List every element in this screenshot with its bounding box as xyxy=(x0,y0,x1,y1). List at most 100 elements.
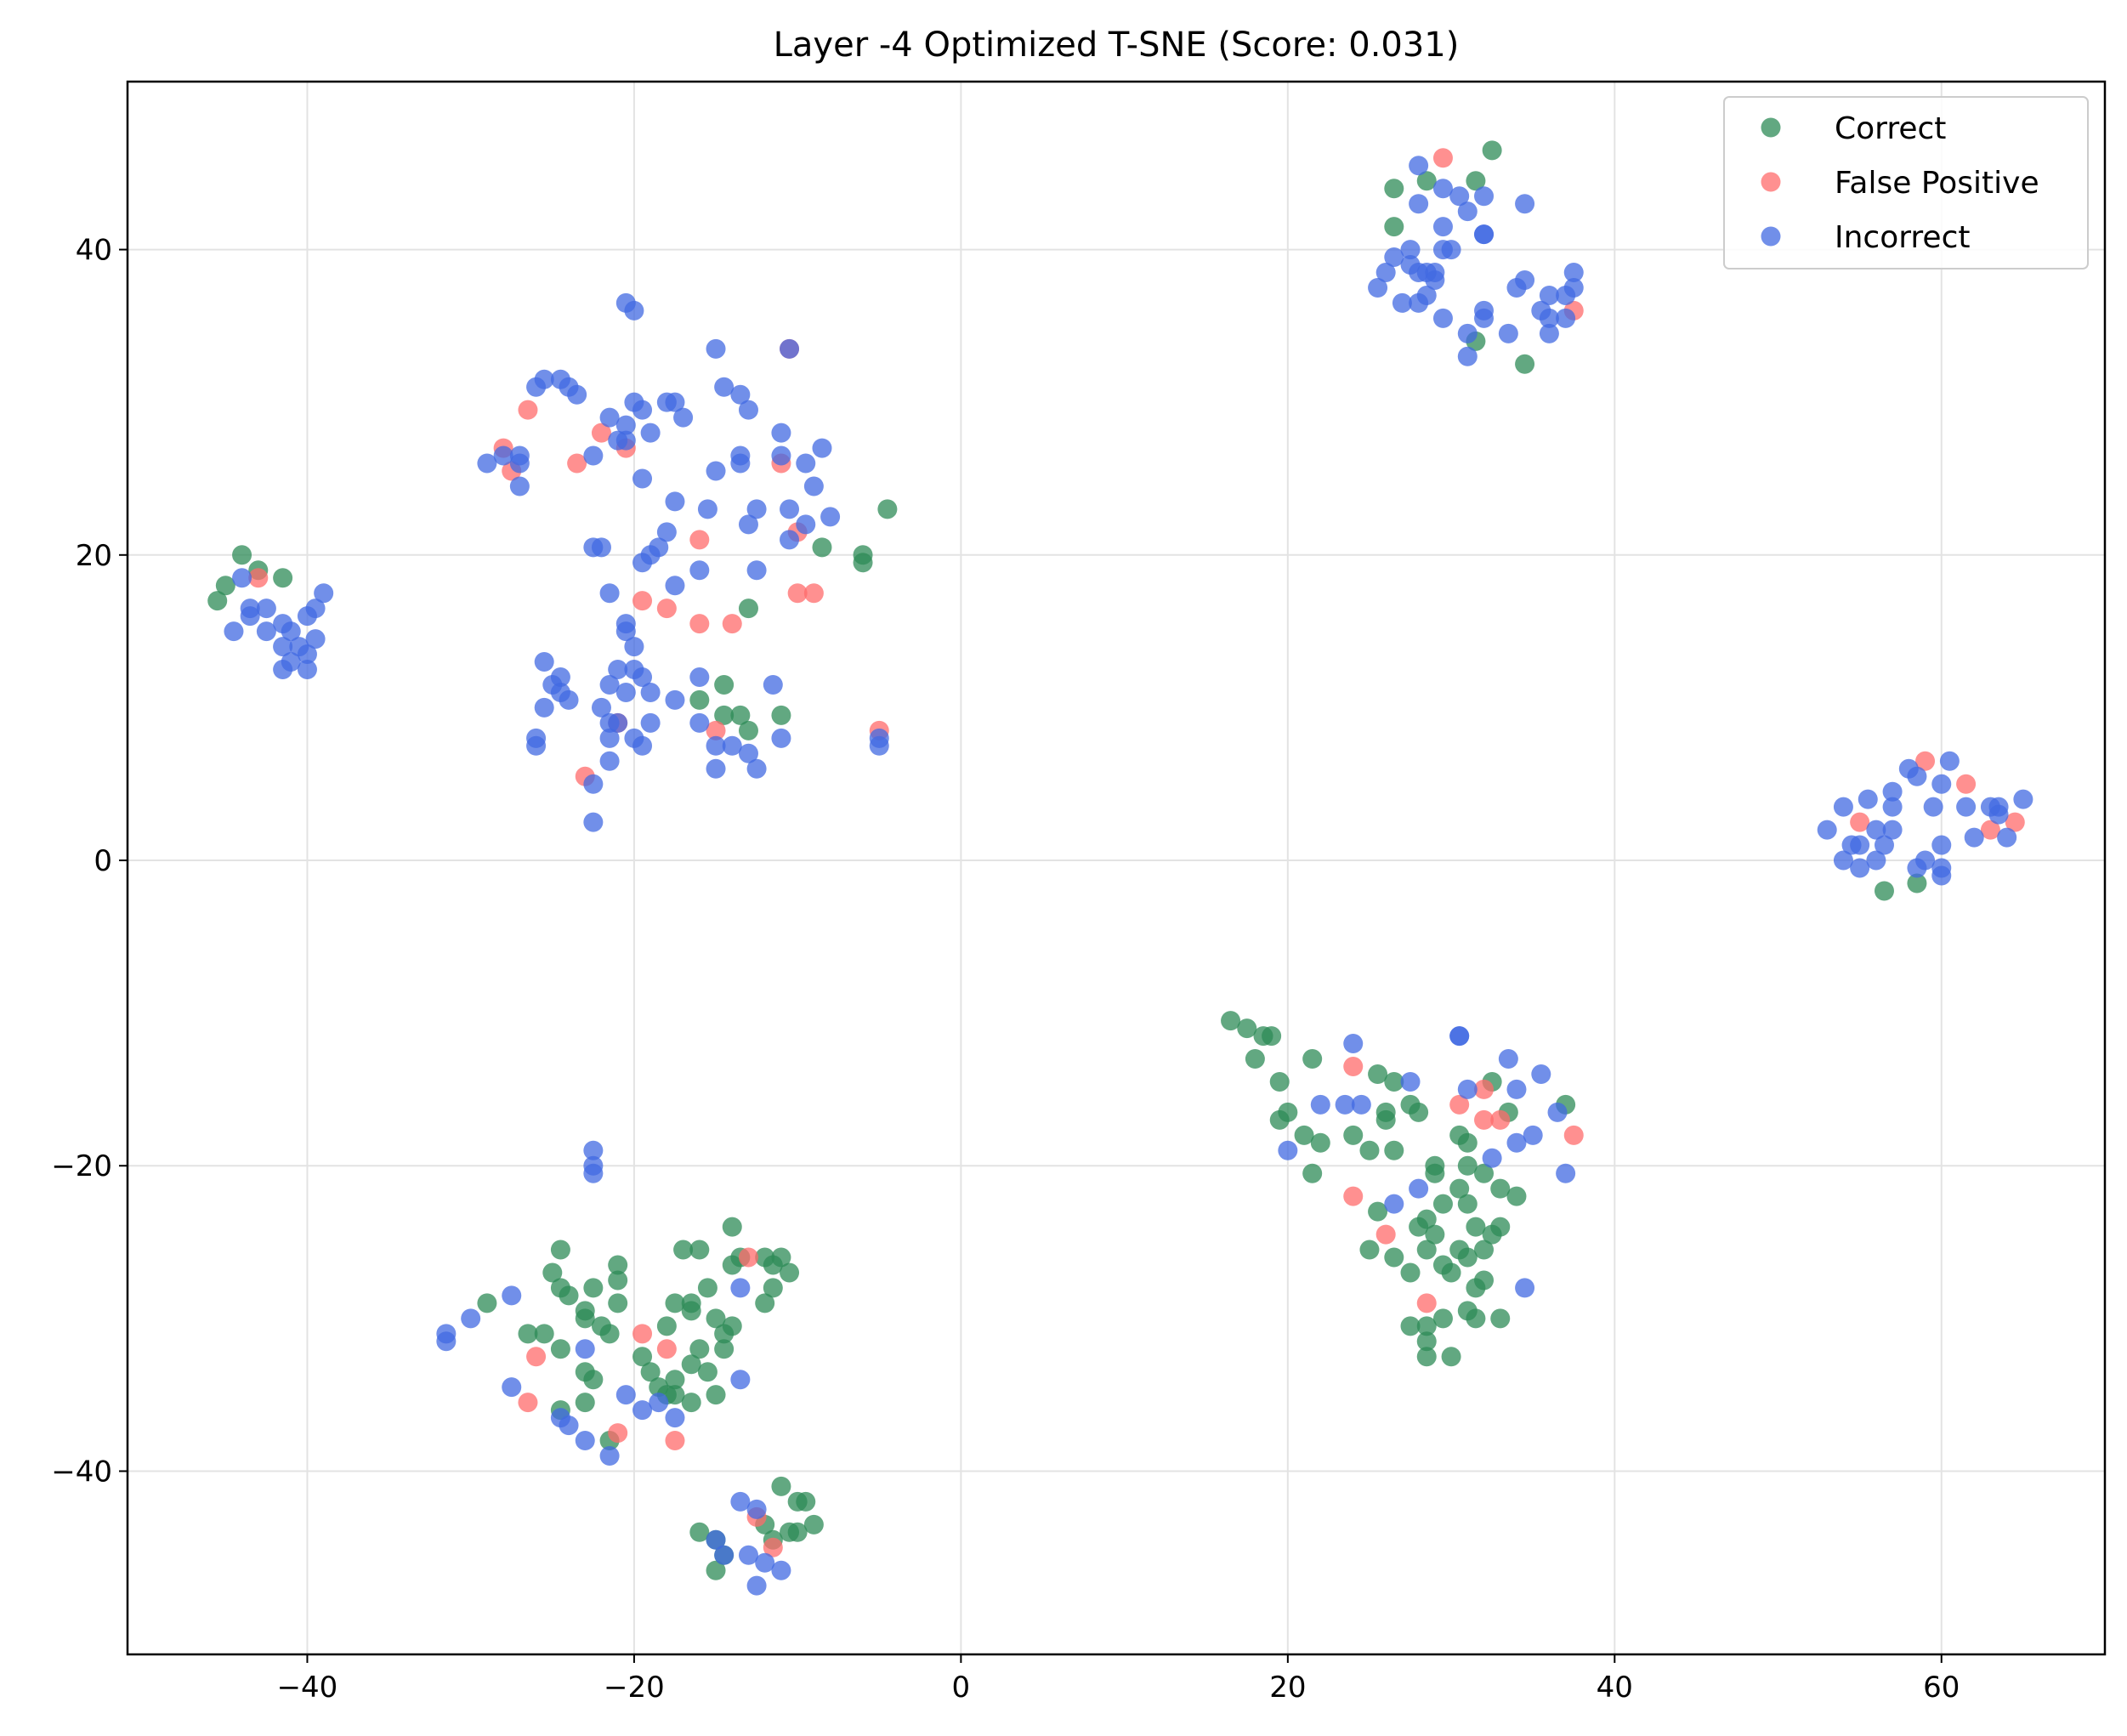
scatter-point xyxy=(550,1240,570,1260)
scatter-point xyxy=(305,599,326,619)
scatter-point xyxy=(1416,1293,1437,1313)
scatter-point xyxy=(215,576,235,596)
scatter-point xyxy=(1882,781,1903,802)
scatter-point xyxy=(1547,1102,1568,1122)
scatter-point xyxy=(689,530,710,550)
scatter-point xyxy=(706,1308,726,1329)
scatter-point xyxy=(502,1285,522,1306)
scatter-point xyxy=(1269,1071,1290,1092)
scatter-point xyxy=(1563,263,1584,283)
scatter-point xyxy=(1384,1071,1404,1092)
scatter-point xyxy=(714,674,735,695)
scatter-point xyxy=(1432,148,1453,168)
scatter-point xyxy=(1384,1194,1404,1214)
scatter-point xyxy=(1425,1224,1445,1245)
scatter-point xyxy=(787,1491,808,1512)
scatter-point xyxy=(722,1316,742,1336)
scatter-point xyxy=(256,599,276,619)
scatter-point xyxy=(665,1408,685,1428)
scatter-point xyxy=(256,621,276,642)
scatter-point xyxy=(640,712,661,733)
scatter-point xyxy=(1457,323,1478,343)
y-tick-label: 20 xyxy=(76,539,112,573)
scatter-point xyxy=(722,1217,742,1237)
scatter-point xyxy=(787,583,808,604)
scatter-point xyxy=(1221,1011,1241,1031)
scatter-point xyxy=(599,674,620,695)
scatter-point xyxy=(542,1262,563,1283)
scatter-point xyxy=(714,1545,735,1565)
scatter-point xyxy=(697,1278,718,1298)
scatter-point xyxy=(1302,1163,1323,1183)
scatter-point xyxy=(689,667,710,687)
scatter-point xyxy=(1866,820,1886,840)
scatter-point xyxy=(1498,1049,1518,1069)
scatter-point xyxy=(1441,240,1461,260)
scatter-point xyxy=(1425,1163,1445,1183)
scatter-point xyxy=(305,629,326,650)
scatter-point xyxy=(2013,789,2033,809)
scatter-point xyxy=(314,583,334,604)
scatter-point xyxy=(730,705,751,725)
scatter-point xyxy=(780,530,800,550)
scatter-point xyxy=(1375,1224,1396,1245)
scatter-point xyxy=(240,606,260,627)
scatter-point xyxy=(1523,1125,1543,1145)
scatter-point xyxy=(1237,1018,1257,1039)
scatter-point xyxy=(1310,1094,1330,1115)
scatter-point xyxy=(746,758,767,779)
y-tick-label: 0 xyxy=(94,844,112,878)
scatter-point xyxy=(1474,224,1495,245)
scatter-point xyxy=(1882,820,1903,840)
y-tick-label: −20 xyxy=(51,1149,112,1183)
scatter-point xyxy=(567,384,587,405)
scatter-point xyxy=(436,1324,457,1344)
scatter-point xyxy=(1368,1064,1388,1084)
scatter-point xyxy=(1466,1217,1486,1237)
scatter-point xyxy=(599,751,620,771)
scatter-point xyxy=(591,537,611,558)
scatter-point xyxy=(689,1522,710,1542)
scatter-point xyxy=(1384,217,1404,237)
scatter-point xyxy=(1817,820,1837,840)
scatter-point xyxy=(1449,1178,1470,1199)
legend-marker xyxy=(1761,226,1781,247)
scatter-point xyxy=(632,1347,653,1367)
scatter-point xyxy=(746,499,767,519)
scatter-point xyxy=(803,583,824,604)
scatter-point xyxy=(787,1522,808,1542)
scatter-point xyxy=(1400,240,1421,260)
scatter-point xyxy=(1432,1308,1453,1329)
scatter-point xyxy=(575,1431,595,1451)
scatter-point xyxy=(583,812,604,832)
scatter-point xyxy=(1368,1201,1388,1222)
scatter-point xyxy=(1384,247,1404,268)
scatter-point xyxy=(673,407,694,428)
scatter-point xyxy=(583,774,604,794)
scatter-point xyxy=(1915,850,1936,871)
scatter-point xyxy=(632,667,653,687)
scatter-point xyxy=(1449,1026,1470,1047)
scatter-point xyxy=(2005,812,2025,832)
scatter-point xyxy=(575,1339,595,1359)
scatter-point xyxy=(248,568,269,588)
scatter-point xyxy=(640,423,661,443)
scatter-point xyxy=(1409,1178,1429,1199)
scatter-point xyxy=(599,407,620,428)
scatter-point xyxy=(1556,1163,1576,1183)
scatter-point xyxy=(689,1339,710,1359)
scatter-point xyxy=(1956,774,1977,794)
scatter-point xyxy=(624,300,644,321)
legend-marker xyxy=(1761,172,1781,192)
scatter-point xyxy=(224,621,244,642)
series-false-positive xyxy=(248,148,2025,1557)
scatter-point xyxy=(608,1423,628,1444)
scatter-point xyxy=(599,1446,620,1467)
scatter-point xyxy=(665,1431,685,1451)
scatter-point xyxy=(608,660,628,680)
scatter-point xyxy=(1466,1278,1486,1298)
scatter-point xyxy=(1539,285,1559,305)
scatter-point xyxy=(608,712,628,733)
scatter-point xyxy=(273,568,293,588)
scatter-point xyxy=(771,1476,791,1496)
